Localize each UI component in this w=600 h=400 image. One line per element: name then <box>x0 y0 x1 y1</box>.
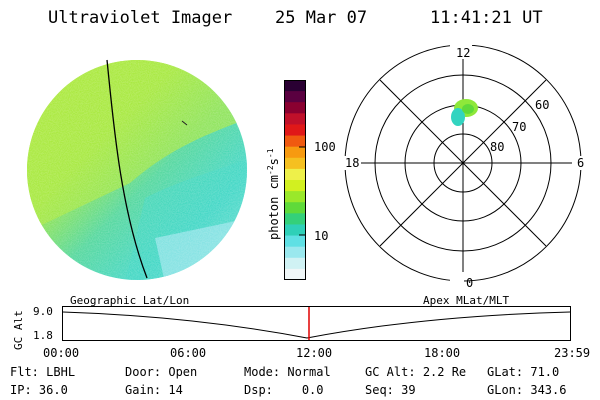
mlt-label-18: 18 <box>345 156 360 170</box>
terminator-line <box>106 59 148 279</box>
status-ip: IP: 36.0 <box>10 383 68 397</box>
colorbar-stripe <box>284 102 306 114</box>
status-mode: Mode: Normal <box>244 365 331 379</box>
colorbar-stripe <box>284 157 306 170</box>
colorbar-stripe <box>284 202 306 214</box>
colorbar-stripe <box>284 191 306 203</box>
colorbar-stripe <box>284 135 306 148</box>
colorbar-stripe <box>284 113 306 125</box>
colorbar-stripe <box>284 213 306 225</box>
y-tick-1.8: 1.8 <box>33 329 53 342</box>
feature-mark <box>181 120 188 126</box>
header-time: 11:41:21 UT <box>430 8 543 28</box>
uv-earth-image <box>27 59 247 280</box>
colorbar-stripe <box>284 91 306 103</box>
x-tick-1800: 18:00 <box>424 346 461 360</box>
timeline-right-label: Apex MLat/MLT <box>423 294 510 307</box>
colorbar-stripe <box>284 146 306 159</box>
status-dsp: Dsp: 0.0 <box>244 383 324 397</box>
colorbar-tick-100: 100 <box>314 140 336 154</box>
lat-label-60: 60 <box>535 98 550 112</box>
timeline-left-label: Geographic Lat/Lon <box>70 294 190 307</box>
polar-mlt-plot <box>343 45 584 285</box>
colorbar-stripe <box>284 124 306 137</box>
colorbar-stripe <box>284 180 306 192</box>
status-filter: Flt: LBHL <box>10 365 76 379</box>
colorbar-unit-label: photon cm-2s-1 <box>266 148 281 240</box>
colorbar-stripe <box>284 257 306 270</box>
colorbar-stripe <box>284 80 306 92</box>
header-date: 25 Mar 07 <box>275 8 368 28</box>
colorbar-stripe <box>284 268 306 280</box>
x-tick-0600: 06:00 <box>170 346 207 360</box>
lat-label-80: 80 <box>490 140 505 154</box>
mlt-label-0: 0 <box>466 276 474 290</box>
status-glon: GLon: 343.6 <box>487 383 567 397</box>
x-tick-2359: 23:59 <box>554 346 591 360</box>
aurora-patch <box>451 99 478 126</box>
status-gain: Gain: 14 <box>125 383 183 397</box>
lat-label-70: 70 <box>512 120 527 134</box>
altitude-curve <box>62 311 571 339</box>
colorbar-stripe <box>284 246 306 259</box>
colorbar-stripe <box>284 235 306 248</box>
mlt-label-6: 6 <box>577 156 585 170</box>
status-glat: GLat: 71.0 <box>487 365 560 379</box>
status-door: Door: Open <box>125 365 198 379</box>
color-scale-bar <box>284 80 306 280</box>
x-tick-0000: 00:00 <box>43 346 80 360</box>
mlt-label-12: 12 <box>456 46 471 60</box>
status-seq: Seq: 39 <box>365 383 416 397</box>
altitude-timeline <box>62 306 571 341</box>
colorbar-stripe <box>284 224 306 237</box>
x-tick-1200: 12:00 <box>296 346 333 360</box>
app-title: Ultraviolet Imager <box>48 8 233 28</box>
colorbar-stripe <box>284 168 306 181</box>
timeline-axis-title: GC Alt <box>12 310 25 350</box>
colorbar-tick-10: 10 <box>314 229 329 243</box>
y-tick-9: 9.0 <box>33 305 53 318</box>
status-gc-alt: GC Alt: 2.2 Re <box>365 365 467 379</box>
